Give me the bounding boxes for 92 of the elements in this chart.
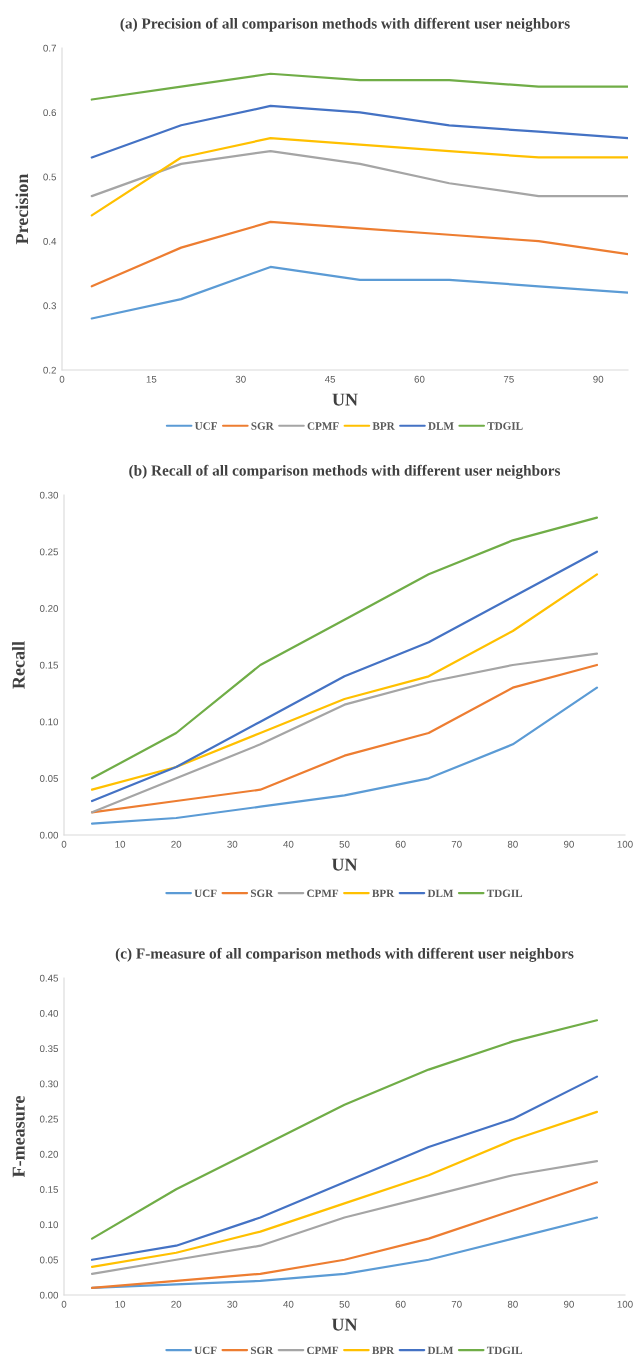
line-series (90, 72, 628, 101)
y-tick-label: 0.05 (39, 1256, 59, 1264)
x-tick-label: 60 (395, 1300, 406, 1308)
x-tick-label: 40 (283, 840, 294, 848)
line-series (90, 1181, 599, 1290)
y-tick-label: 0.3 (43, 302, 57, 310)
y-tick-label: 0.30 (39, 491, 59, 499)
x-tick-label: 30 (227, 1300, 238, 1308)
legend-label: UCF (194, 1346, 217, 1355)
x-tick-label: 90 (563, 1300, 574, 1308)
y-tick-label: 0.00 (39, 831, 59, 839)
y-tick-label: 0.45 (39, 974, 59, 982)
x-tick-label: 10 (115, 1300, 126, 1308)
legend-label: CPMF (307, 1346, 339, 1355)
legend-label: UCF (194, 889, 217, 898)
x-tick-label: 60 (414, 375, 425, 383)
x-tick-label: 30 (235, 375, 246, 383)
legend-label: DLM (427, 1346, 454, 1355)
line-series (90, 1160, 599, 1275)
line-series (90, 265, 628, 320)
y-tick-label: 0.15 (39, 1186, 59, 1193)
line-series (90, 220, 628, 288)
line-series (90, 1110, 599, 1268)
x-tick-label: 10 (115, 840, 126, 848)
y-axis-title: Recall (12, 641, 25, 689)
y-tick-label: 0.10 (39, 1221, 59, 1229)
line-series (90, 104, 628, 159)
x-tick-label: 100 (617, 1300, 633, 1308)
x-tick-label: 45 (324, 375, 336, 383)
x-tick-label: 0 (59, 375, 65, 383)
x-tick-label: 80 (507, 1300, 518, 1308)
x-tick-label: 40 (283, 1300, 294, 1308)
y-tick-label: 0.25 (39, 548, 59, 556)
legend-label: DLM (428, 422, 454, 430)
legend-label: TDGIL (487, 422, 523, 430)
x-tick-label: 100 (617, 840, 633, 848)
x-axis-title: UN (331, 1318, 358, 1331)
x-tick-label: 15 (146, 375, 157, 383)
legend-label: BPR (372, 422, 395, 430)
chart-title: (a) Precision of all comparison methods with different user neighbors (120, 17, 570, 32)
line-series (90, 1075, 599, 1261)
legend-label: BPR (372, 889, 395, 898)
x-tick-label: 20 (171, 1300, 182, 1308)
line-series (90, 137, 628, 217)
y-tick-label: 0.6 (43, 109, 57, 117)
y-axis-title: F-measure (12, 1096, 25, 1178)
x-axis-title: UN (331, 858, 358, 871)
chart-title: (c) F-measure of all comparison methods with different user neighbors (115, 947, 574, 962)
x-tick-label: 0 (61, 840, 67, 848)
line-series (90, 149, 628, 198)
x-axis-title: UN (332, 393, 358, 406)
x-tick-label: 20 (171, 840, 182, 848)
x-tick-label: 80 (507, 840, 518, 848)
y-tick-label: 0.05 (39, 775, 59, 782)
legend-label: UCF (194, 422, 217, 430)
y-tick-label: 0.40 (39, 1009, 59, 1017)
x-tick-label: 90 (563, 840, 574, 848)
legend-label: SGR (250, 889, 274, 898)
y-tick-label: 0.25 (39, 1115, 59, 1123)
legend-label: SGR (251, 422, 274, 430)
legend-label: CPMF (307, 422, 339, 430)
x-tick-label: 50 (339, 1300, 350, 1308)
x-tick-label: 75 (503, 375, 514, 383)
chart-title: (b) Recall of all comparison methods with different user neighbors (129, 464, 561, 479)
x-tick-label: 70 (451, 1300, 462, 1308)
y-tick-label: 0.2 (43, 366, 56, 374)
y-tick-label: 0.30 (39, 1080, 59, 1088)
line-series (90, 516, 599, 780)
line-series (90, 686, 599, 825)
x-tick-label: 70 (451, 840, 462, 848)
y-tick-label: 0.20 (39, 605, 59, 612)
y-tick-label: 0.00 (39, 1291, 59, 1299)
x-tick-label: 0 (61, 1300, 67, 1308)
x-tick-label: 50 (339, 840, 350, 848)
y-tick-label: 0.10 (39, 718, 59, 726)
y-tick-label: 0.4 (43, 237, 57, 245)
legend-label: TDGIL (486, 1346, 523, 1355)
legend-label: SGR (250, 1346, 274, 1355)
y-tick-label: 0.20 (39, 1150, 59, 1158)
legend-label: DLM (427, 889, 454, 897)
y-tick-label: 0.5 (43, 173, 57, 181)
x-tick-label: 60 (395, 840, 406, 848)
legend-label: BPR (372, 1346, 395, 1355)
x-tick-label: 30 (227, 840, 238, 848)
line-series (90, 1019, 599, 1240)
legend-label: TDGIL (486, 889, 523, 898)
x-tick-label: 90 (593, 375, 604, 383)
y-tick-label: 0.35 (39, 1045, 59, 1053)
y-tick-label: 0.7 (43, 44, 56, 52)
legend-label: CPMF (307, 889, 339, 898)
y-axis-title: Precision (15, 173, 29, 245)
y-tick-label: 0.15 (39, 661, 59, 669)
